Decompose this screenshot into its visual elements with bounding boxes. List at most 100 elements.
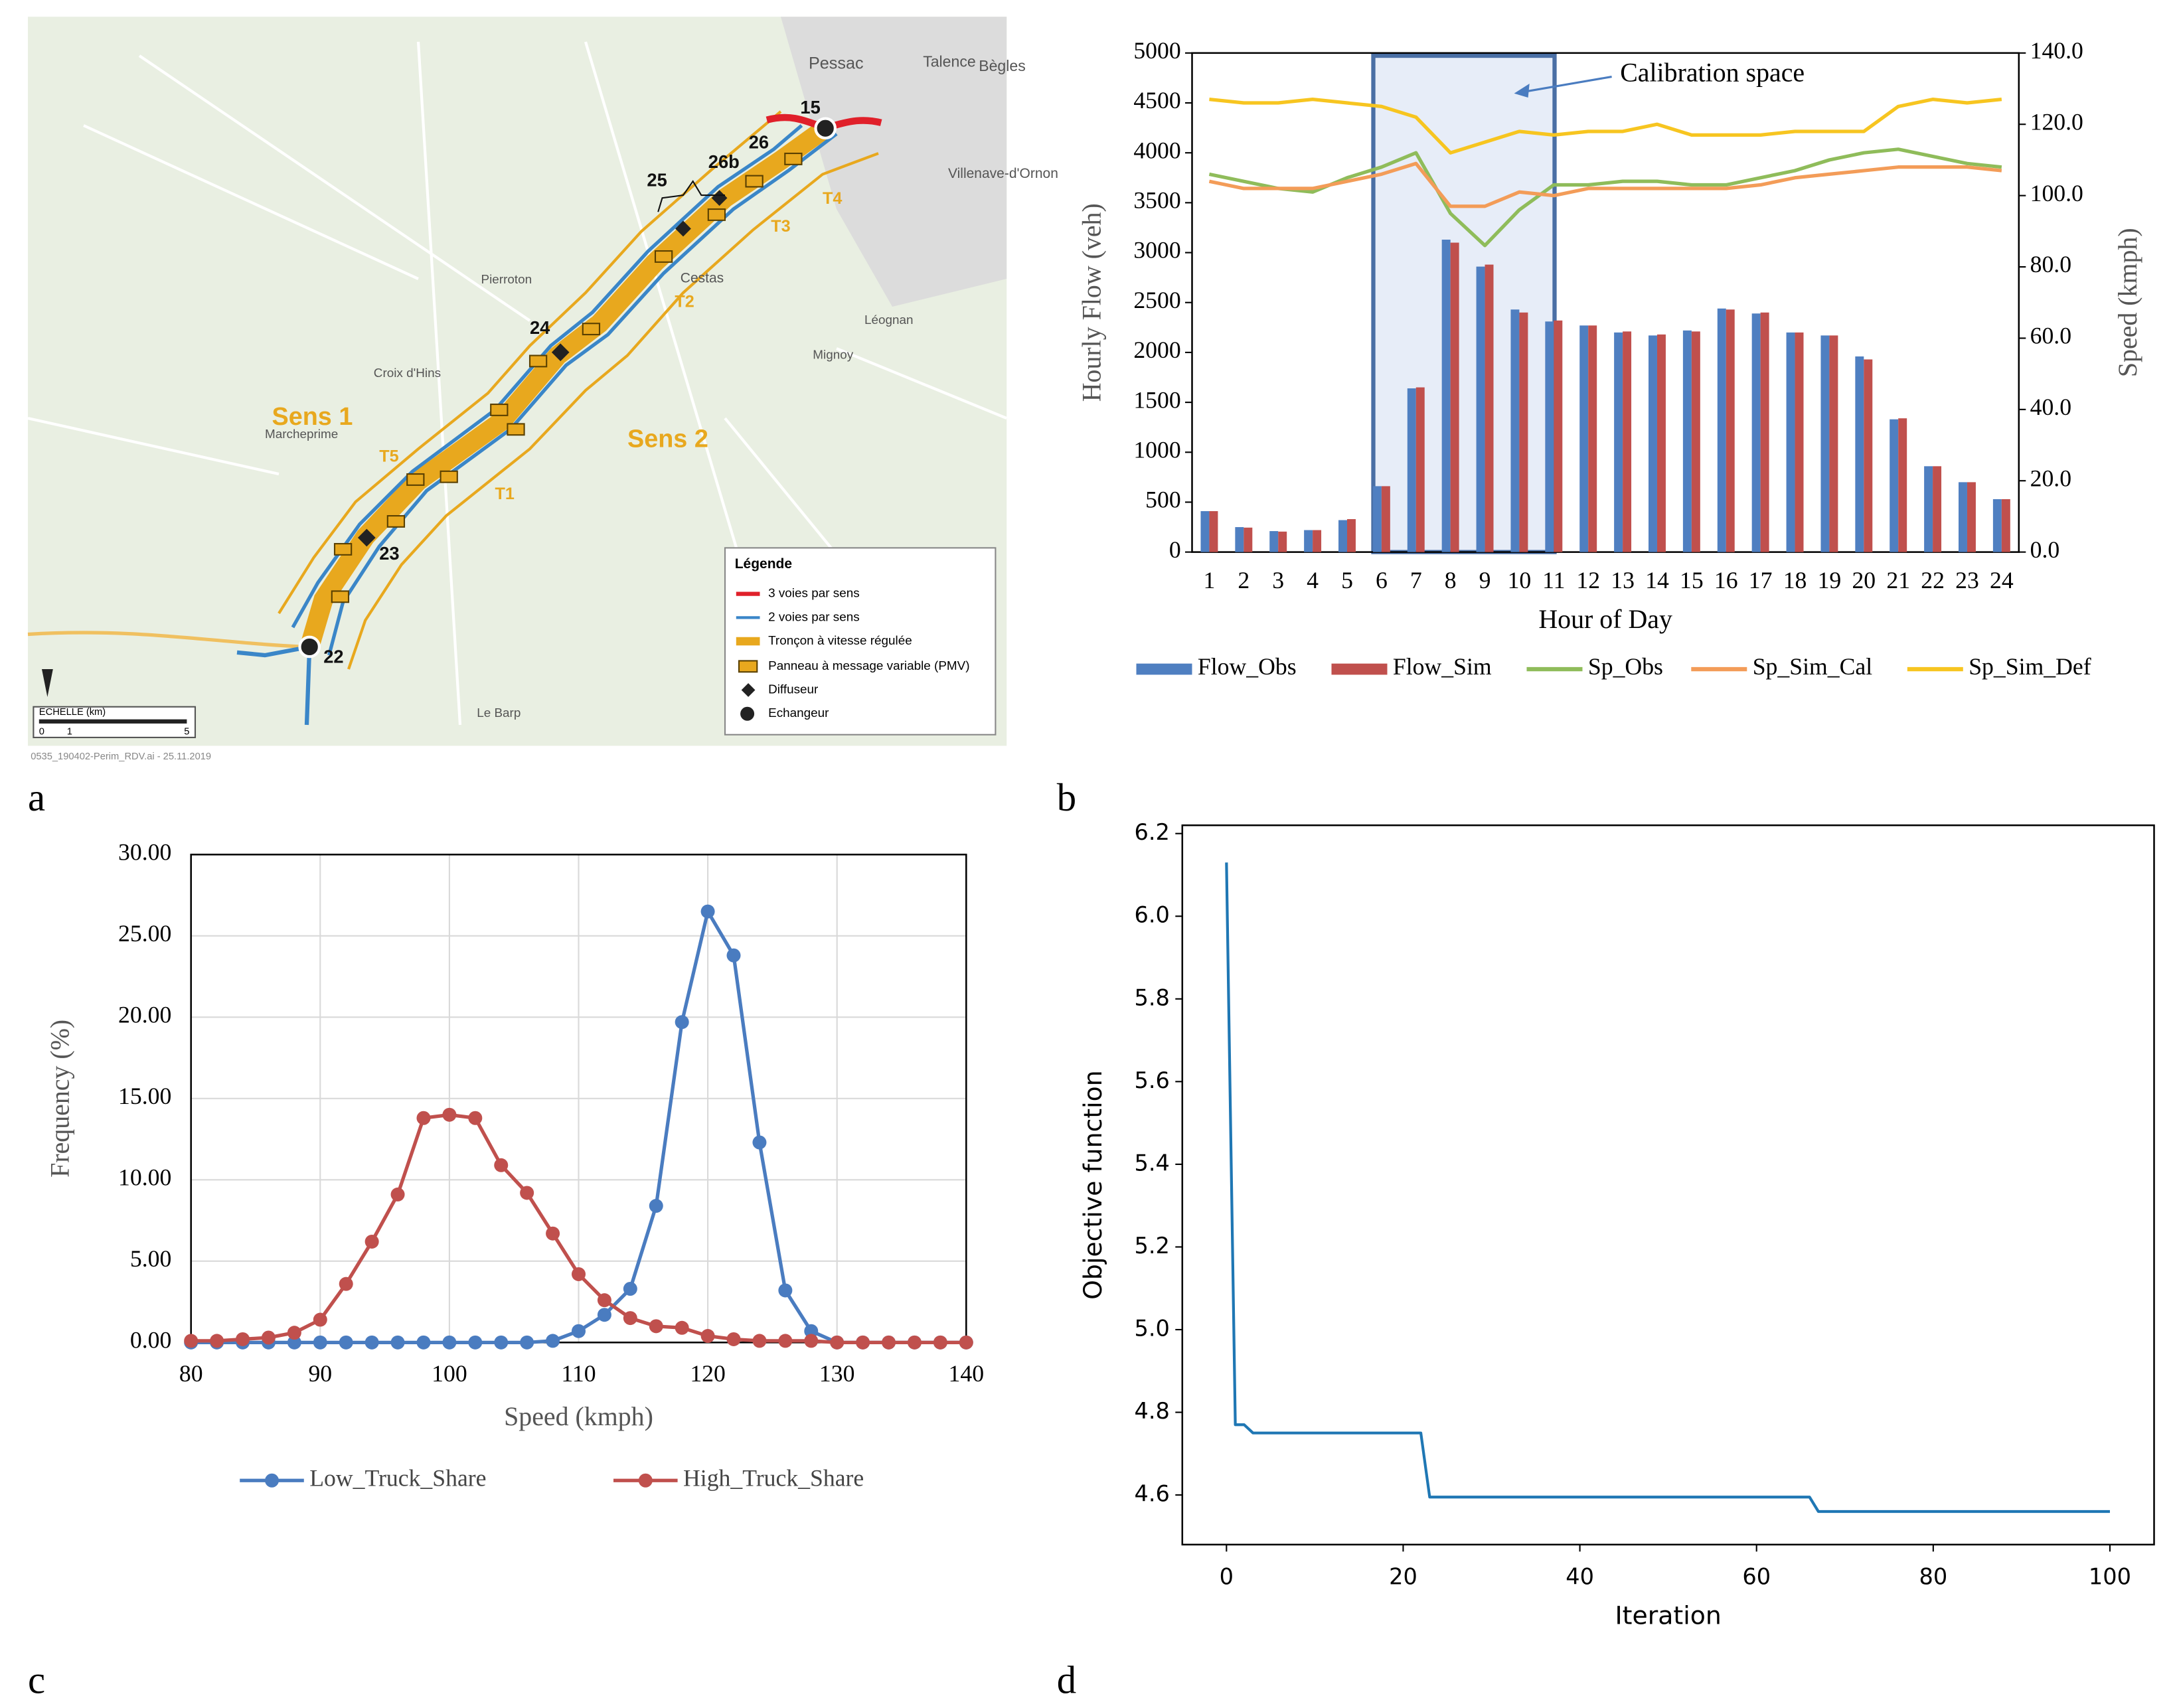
marker xyxy=(778,1283,793,1298)
bar xyxy=(1588,325,1597,552)
section: T4 xyxy=(823,189,842,208)
plot-frame xyxy=(190,854,967,1344)
legend-key xyxy=(736,637,760,646)
exit xyxy=(236,645,312,726)
annotation-arrow xyxy=(1522,75,1612,94)
panel-label: c xyxy=(28,1658,45,1701)
legend-key xyxy=(738,660,758,673)
line xyxy=(1208,161,2002,208)
y2-tick-label: 60.0 xyxy=(2030,323,2071,349)
y2-tick-label: 140.0 xyxy=(2030,37,2083,64)
node: 25 xyxy=(647,169,667,190)
legend-key xyxy=(740,706,755,721)
y-tick-label: 5.8 xyxy=(1134,984,1169,1010)
bar xyxy=(1967,482,1976,552)
y-tick-label: 4.6 xyxy=(1134,1481,1169,1507)
y-tick-label: 6.0 xyxy=(1134,902,1169,928)
x-tick-label: 11 xyxy=(1542,567,1565,593)
marker xyxy=(416,1111,431,1125)
marker xyxy=(210,1334,224,1348)
y-tick-label: 0 xyxy=(1169,536,1181,563)
marker xyxy=(778,1334,793,1348)
marker xyxy=(597,1293,611,1308)
y2-tick-label: 80.0 xyxy=(2030,251,2071,277)
legend-label: Echangeur xyxy=(768,706,829,720)
legend-label: 3 voies par sens xyxy=(768,587,860,601)
bar xyxy=(1313,530,1322,552)
y-tick-label: 2000 xyxy=(1133,337,1180,363)
y-axis-title: Frequency (%) xyxy=(45,1020,75,1178)
legend-label: High_Truck_Share xyxy=(683,1464,864,1491)
x-tick-label: 2 xyxy=(1238,567,1249,593)
bar xyxy=(1786,332,1795,552)
roads xyxy=(27,41,1007,726)
bar xyxy=(1958,482,1967,552)
place: Le Barp xyxy=(477,706,521,720)
x-tick-label: 21 xyxy=(1886,567,1910,593)
map-legend xyxy=(724,547,997,736)
marker xyxy=(675,1015,689,1030)
x-tick-label: 5 xyxy=(1341,567,1353,593)
bar xyxy=(1864,359,1873,552)
marker xyxy=(623,1311,637,1326)
section: T3 xyxy=(771,217,790,236)
x-tick-label: 4 xyxy=(1307,567,1319,593)
legend-label: Flow_Obs xyxy=(1198,653,1297,680)
x-tick-label: 20 xyxy=(1389,1564,1417,1590)
x-tick-label: 16 xyxy=(1714,567,1738,593)
plot-frame xyxy=(1181,824,2155,1546)
panel-label: b xyxy=(1057,776,1076,819)
x-tick-label: 130 xyxy=(819,1360,855,1387)
y-tick-label: 5.4 xyxy=(1134,1150,1169,1176)
y-axis-title: Objective function xyxy=(1078,1070,1107,1300)
bar xyxy=(1760,312,1769,552)
marker xyxy=(313,1335,327,1350)
bar xyxy=(1510,309,1520,552)
y-tick-label: 500 xyxy=(1145,487,1181,513)
x-tick-label: 12 xyxy=(1576,567,1600,593)
y-tick-label: 10.00 xyxy=(118,1164,171,1191)
marker xyxy=(546,1226,560,1241)
lane-2 xyxy=(327,132,838,656)
bar xyxy=(1244,527,1253,552)
sector-line xyxy=(347,152,879,670)
marker xyxy=(468,1335,483,1350)
marker xyxy=(390,1335,405,1350)
marker xyxy=(390,1187,405,1202)
marker xyxy=(882,1335,896,1350)
node: 24 xyxy=(530,317,550,338)
diffuser xyxy=(357,528,376,547)
marker xyxy=(700,904,715,919)
marker xyxy=(339,1335,353,1350)
y2-tick-label: 0.0 xyxy=(2030,536,2060,563)
marker xyxy=(726,948,741,963)
panel-label: a xyxy=(28,776,45,819)
marker xyxy=(236,1332,250,1346)
line xyxy=(1208,147,2002,248)
marker xyxy=(623,1281,637,1296)
marker xyxy=(520,1335,534,1350)
line xyxy=(1209,98,2002,155)
x-tick-label: 110 xyxy=(561,1360,596,1387)
marker xyxy=(752,1334,767,1348)
y-tick-label: 0.00 xyxy=(130,1327,171,1354)
x-tick-label: 18 xyxy=(1783,567,1807,593)
x-tick-label: 0 xyxy=(1220,1564,1234,1590)
legend-label: Low_Truck_Share xyxy=(309,1464,486,1491)
bar xyxy=(1992,499,2002,552)
marker xyxy=(933,1335,947,1350)
bar xyxy=(1820,335,1830,552)
bar xyxy=(1407,388,1416,552)
diffuser xyxy=(551,343,570,362)
y-tick-label: 25.00 xyxy=(118,920,171,947)
y2-tick-label: 20.0 xyxy=(2030,465,2071,491)
bar xyxy=(1829,335,1838,552)
y-tick-label: 2500 xyxy=(1133,287,1180,313)
section: T2 xyxy=(675,292,694,311)
legend-label: Sp_Sim_Cal xyxy=(1753,653,1873,680)
x-tick-label: 9 xyxy=(1479,567,1491,593)
x-tick-label: 7 xyxy=(1410,567,1422,593)
scale-title: ECHELLE (km) xyxy=(39,707,106,718)
marker xyxy=(804,1324,819,1338)
